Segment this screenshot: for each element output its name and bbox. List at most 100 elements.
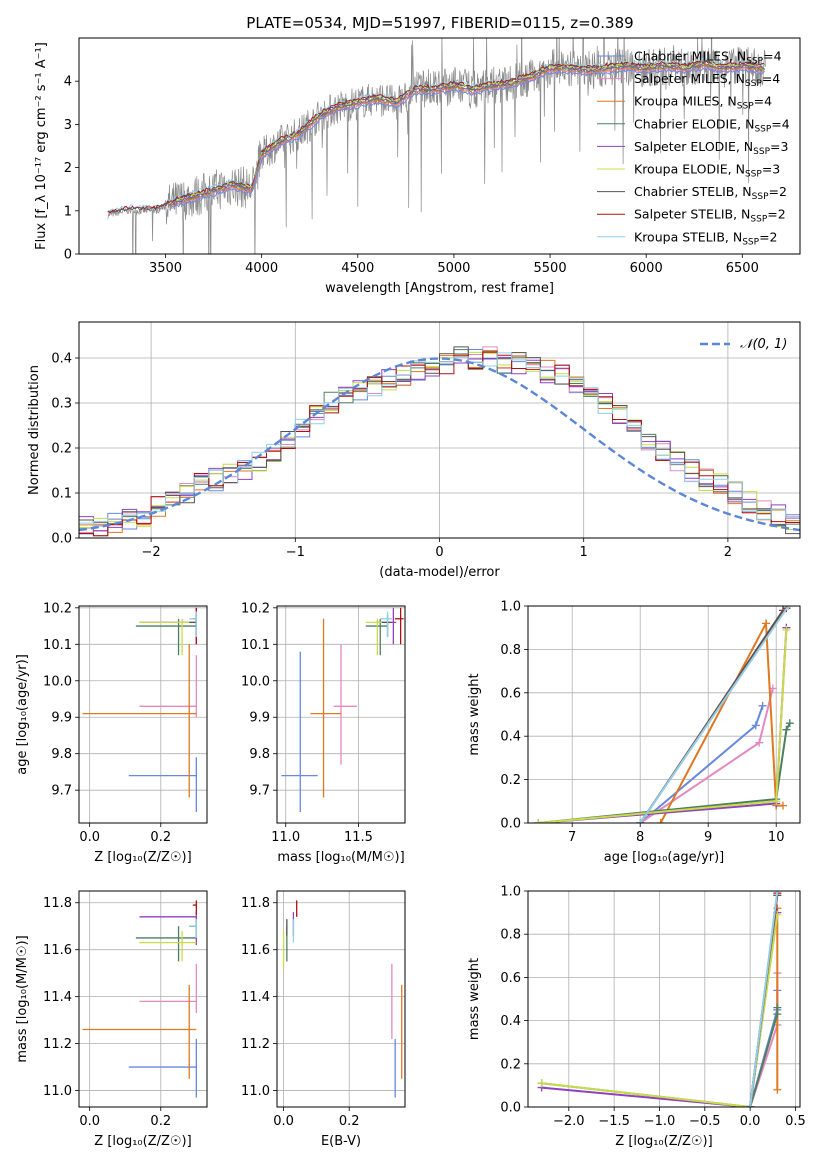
mass-weight-line: [639, 606, 790, 823]
legend-entry: Chabrier STELIB, NSSP=2: [634, 184, 787, 202]
legend-entry-label: Salpeter ELODIE, N: [634, 139, 753, 154]
x-axis-label: Z [log₁₀(Z/Z☉)]: [94, 1134, 191, 1149]
legend-entry-subscript: SSP: [742, 237, 759, 247]
panel-age_vs_mass: 11.0 11.5 9.7 9.8 9.9 10.0 10.1 10.2 mass [log₁₀…: [241, 601, 406, 865]
mass-weight-marker: [656, 819, 665, 823]
y-tick-label: 11.0: [43, 1084, 72, 1099]
x-tick-label: 6500: [726, 261, 759, 276]
x-tick-label: 3500: [149, 261, 182, 276]
mass-weight-marker: [773, 1003, 782, 1012]
y-tick-label: 0.8: [500, 643, 521, 658]
x-axis-label: E(B-V): [321, 1134, 361, 1149]
x-tick-label: 10: [768, 830, 785, 845]
plot-area: [79, 606, 207, 823]
x-tick-label: −2.0: [553, 1114, 585, 1129]
y-axis-label: mass weight: [467, 958, 482, 1040]
legend-entry-subscript: SSP: [746, 57, 763, 67]
x-tick-label: −2: [142, 545, 161, 560]
y-tick-label: 0.4: [51, 352, 72, 367]
x-tick-label: 0.0: [740, 1114, 761, 1129]
y-tick-label: 11.0: [241, 1084, 270, 1099]
x-tick-label: 0.0: [79, 1114, 100, 1129]
x-tick-label: −0.5: [689, 1114, 721, 1129]
legend-entry-count: =4: [763, 49, 781, 64]
legend-entry-subscript: SSP: [737, 102, 754, 112]
mass-weight-marker: [746, 1103, 755, 1107]
legend-entry: Salpeter ELODIE, NSSP=3: [634, 139, 788, 157]
mass-weight-marker: [773, 1085, 782, 1094]
y-tick-label: 11.2: [43, 1037, 72, 1052]
y-tick-label: 9.9: [249, 711, 270, 726]
y-tick-label: 1: [64, 204, 72, 219]
x-tick-label: 7: [568, 830, 576, 845]
plot-area: [107, 38, 766, 254]
plot-area: [277, 606, 405, 823]
plot-area: [528, 891, 800, 1107]
legend-entry-subscript: SSP: [753, 147, 770, 157]
legend-entry: Kroupa STELIB, NSSP=2: [634, 229, 778, 247]
mass-weight-marker: [636, 819, 645, 823]
y-tick-label: 10.0: [43, 674, 72, 689]
x-axis-label: age [log₁₀(age/yr)]: [604, 850, 725, 865]
y-tick-label: 4: [64, 75, 72, 90]
x-tick-label: 8: [636, 830, 644, 845]
mass-weight-marker: [758, 701, 767, 710]
x-axis-label: Z [log₁₀(Z/Z☉)]: [94, 850, 191, 865]
legend-entry-count: =4: [771, 116, 789, 131]
legend-entry-label: Kroupa STELIB, N: [634, 229, 742, 244]
y-tick-label: 9.8: [249, 747, 270, 762]
y-axis-label: mass weight: [467, 673, 482, 755]
y-tick-label: 11.6: [241, 943, 270, 958]
y-tick-label: 0.6: [500, 971, 521, 986]
x-tick-label: 11.0: [271, 830, 300, 845]
mass-weight-marker: [782, 625, 791, 634]
x-tick-label: −1.5: [598, 1114, 630, 1129]
y-tick-label: 0.4: [500, 1014, 521, 1029]
y-tick-label: 9.9: [51, 711, 72, 726]
x-tick-label: 9: [704, 830, 712, 845]
x-tick-label: 2: [724, 545, 732, 560]
x-axis-label: mass [log₁₀(M/M☉)]: [277, 850, 404, 865]
mass-weight-marker: [537, 1079, 546, 1088]
y-tick-label: 10.2: [43, 601, 72, 616]
panel-massweight_vs_Z: −2.0 −1.5 −1.0 −0.5 0.0 0.5 0.0 0.2 0.4 0.6 0.8 1.0…: [467, 885, 806, 1150]
x-tick-label: 4000: [245, 261, 278, 276]
normal-distribution-curve: [79, 357, 800, 532]
plot-area: [277, 891, 405, 1107]
legend-entry-label: Kroupa ELODIE, N: [634, 162, 745, 177]
y-tick-label: 0.4: [500, 730, 521, 745]
y-tick-label: 0: [64, 248, 72, 263]
y-axis-label: Normed distribution: [27, 365, 42, 495]
mass-weight-line: [538, 722, 791, 823]
y-axis-label: Flux [f_λ 10⁻¹⁷ erg cm⁻² s⁻¹ A⁻¹]: [34, 42, 49, 250]
x-tick-label: 0.2: [150, 830, 171, 845]
y-tick-label: 0.2: [500, 773, 521, 788]
y-tick-label: 10.0: [241, 674, 270, 689]
figure-title: PLATE=0534, MJD=51997, FIBERID=0115, z=0…: [246, 14, 633, 32]
x-axis-label: (data-model)/error: [379, 565, 500, 580]
y-tick-label: 0.2: [500, 1057, 521, 1072]
plot-frame: [78, 605, 208, 824]
legend-entry: Chabrier ELODIE, NSSP=4: [634, 116, 790, 134]
x-tick-label: 5000: [437, 261, 470, 276]
x-tick-label: 5500: [534, 261, 567, 276]
y-tick-label: 0.8: [500, 928, 521, 943]
y-tick-label: 10.1: [43, 638, 72, 653]
mass-weight-marker: [755, 738, 764, 747]
panel-age_vs_Z: 0.0 0.2 9.7 9.8 9.9 10.0 10.1 10.2 Z [log₁₀(Z/Z☉…: [15, 601, 208, 865]
y-tick-label: 9.7: [51, 784, 72, 799]
model-spectrum-line: [169, 66, 765, 211]
y-tick-label: 0.3: [51, 397, 72, 412]
x-tick-label: 1: [580, 545, 588, 560]
x-tick-label: −1: [286, 545, 305, 560]
legend-entry-count: =3: [762, 162, 780, 177]
legend-entry-label: Chabrier MILES, N: [634, 49, 746, 64]
legend-entry-subscript: SSP: [754, 124, 771, 134]
x-tick-label: −1.0: [644, 1114, 676, 1129]
y-tick-label: 11.4: [241, 990, 270, 1005]
plot-area: [528, 606, 800, 823]
legend-entry: Kroupa MILES, NSSP=4: [634, 94, 772, 112]
panel-mass_vs_Z: 0.0 0.2 11.0 11.2 11.4 11.6 11.8 Z [log₁₀(Z/Z☉)…: [15, 890, 208, 1149]
x-tick-label: 11.5: [344, 830, 373, 845]
